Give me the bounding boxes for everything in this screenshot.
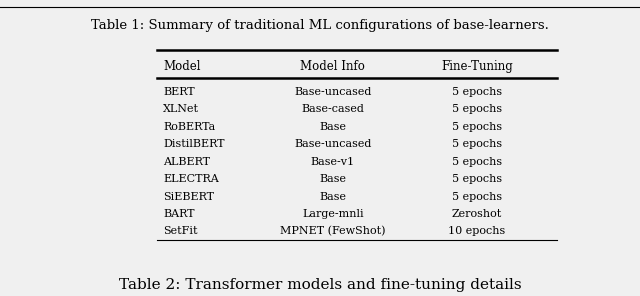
Text: 5 epochs: 5 epochs [452, 192, 502, 202]
Text: 5 epochs: 5 epochs [452, 174, 502, 184]
Text: Table 1: Summary of traditional ML configurations of base-learners.: Table 1: Summary of traditional ML confi… [91, 19, 549, 32]
Text: Base: Base [319, 192, 346, 202]
Text: Fine-Tuning: Fine-Tuning [441, 60, 513, 73]
Text: Base-uncased: Base-uncased [294, 87, 371, 97]
Text: XLNet: XLNet [163, 104, 199, 114]
Text: Base-v1: Base-v1 [311, 157, 355, 167]
Text: ELECTRA: ELECTRA [163, 174, 219, 184]
Text: Base: Base [319, 122, 346, 132]
Text: Model: Model [163, 60, 201, 73]
Text: Base: Base [319, 174, 346, 184]
Text: 5 epochs: 5 epochs [452, 87, 502, 97]
Text: 5 epochs: 5 epochs [452, 157, 502, 167]
Text: BART: BART [163, 209, 195, 219]
Text: Model Info: Model Info [300, 60, 365, 73]
Text: MPNET (FewShot): MPNET (FewShot) [280, 226, 385, 237]
Text: Base-uncased: Base-uncased [294, 139, 371, 149]
Text: 5 epochs: 5 epochs [452, 139, 502, 149]
Text: Zeroshot: Zeroshot [452, 209, 502, 219]
Text: SiEBERT: SiEBERT [163, 192, 214, 202]
Text: DistilBERT: DistilBERT [163, 139, 225, 149]
Text: Table 2: Transformer models and fine-tuning details: Table 2: Transformer models and fine-tun… [118, 278, 522, 292]
Text: BERT: BERT [163, 87, 195, 97]
Text: Base-cased: Base-cased [301, 104, 364, 114]
Text: 5 epochs: 5 epochs [452, 122, 502, 132]
Text: RoBERTa: RoBERTa [163, 122, 216, 132]
Text: ALBERT: ALBERT [163, 157, 210, 167]
Text: SetFit: SetFit [163, 226, 198, 237]
Text: Large-mnli: Large-mnli [302, 209, 364, 219]
Text: 10 epochs: 10 epochs [448, 226, 506, 237]
Text: 5 epochs: 5 epochs [452, 104, 502, 114]
